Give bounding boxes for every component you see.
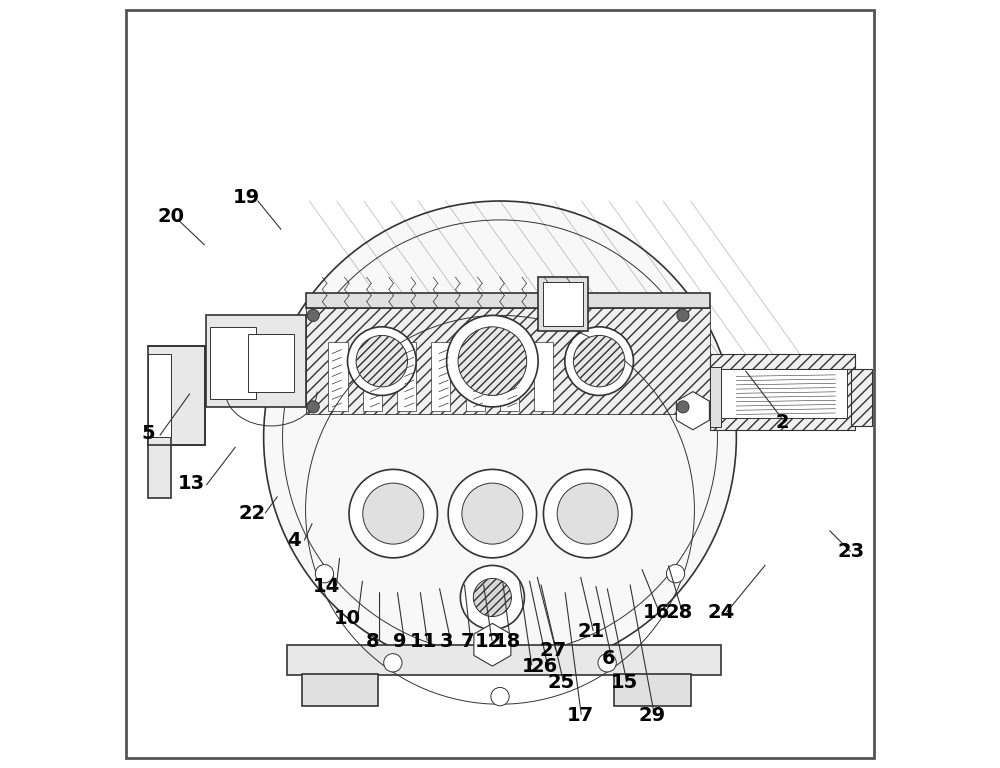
Text: 16: 16 [643,603,670,622]
Bar [431,342,450,411]
Circle shape [356,336,408,387]
Circle shape [363,483,424,544]
Text: 18: 18 [494,632,521,651]
Polygon shape [676,392,709,430]
Circle shape [543,469,632,558]
Bar [543,282,583,326]
Circle shape [677,310,689,322]
Text: 21: 21 [578,622,605,641]
Text: 23: 23 [837,542,864,561]
Text: 20: 20 [157,207,184,226]
Text: 11: 11 [410,632,437,651]
Bar [851,369,872,426]
Circle shape [349,469,437,558]
Bar [710,353,855,369]
Bar [306,308,710,415]
Text: 6: 6 [602,649,616,668]
Text: 3: 3 [440,632,453,651]
Text: 24: 24 [707,603,735,622]
Polygon shape [474,624,511,666]
Text: 28: 28 [666,603,693,622]
Bar [148,346,205,445]
Circle shape [462,483,523,544]
Text: 1: 1 [522,657,536,676]
Bar [363,342,382,411]
Text: 2: 2 [775,412,789,432]
Text: 14: 14 [313,577,341,595]
Bar [148,353,171,437]
Text: 29: 29 [639,706,666,725]
Bar [500,342,519,411]
Text: 27: 27 [540,641,567,660]
Circle shape [264,201,736,674]
Text: 22: 22 [239,504,266,523]
Bar [287,645,721,675]
Circle shape [348,327,416,396]
Text: 25: 25 [547,674,575,693]
Text: 7: 7 [461,632,475,651]
Text: 5: 5 [141,424,155,443]
Bar [148,437,171,498]
Text: 10: 10 [334,609,361,628]
Text: 17: 17 [566,706,594,725]
Text: 12: 12 [475,632,502,651]
Circle shape [557,483,618,544]
Bar [206,316,306,407]
Bar [534,342,553,411]
Text: 8: 8 [366,632,379,651]
Circle shape [677,401,689,413]
Circle shape [448,469,537,558]
Bar [721,369,847,419]
Text: 15: 15 [611,674,638,693]
Circle shape [384,654,402,672]
Circle shape [447,316,538,407]
Bar [466,342,485,411]
Circle shape [491,687,509,706]
Circle shape [565,327,633,396]
Circle shape [307,310,319,322]
Bar [397,342,416,411]
Circle shape [473,578,511,617]
Bar [328,342,348,411]
Circle shape [460,565,524,630]
Bar [302,674,378,706]
Bar [710,369,855,430]
Bar [210,327,256,399]
Text: 26: 26 [531,657,558,676]
Circle shape [666,564,685,583]
Circle shape [598,654,616,672]
Text: 4: 4 [287,531,301,550]
Text: 13: 13 [178,474,205,492]
Circle shape [307,401,319,413]
Bar [538,277,588,331]
Bar [710,367,721,428]
Text: 19: 19 [233,187,260,207]
Bar [614,674,691,706]
Text: 9: 9 [393,632,406,651]
Bar [248,334,294,392]
Circle shape [458,327,527,396]
Circle shape [573,336,625,387]
Bar [306,293,710,308]
Circle shape [315,564,334,583]
